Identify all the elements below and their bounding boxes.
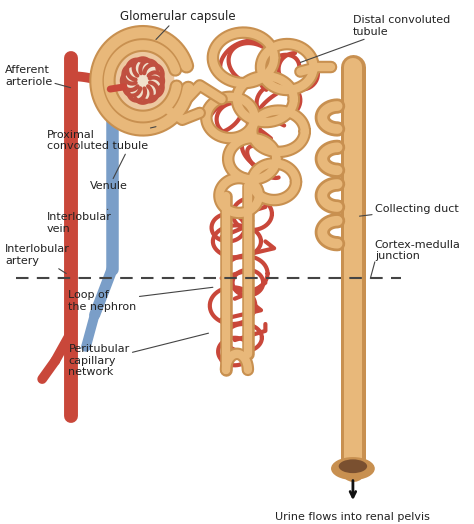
Text: Venule: Venule — [91, 154, 128, 191]
Ellipse shape — [331, 457, 375, 480]
Text: Interlobular
vein: Interlobular vein — [46, 209, 111, 234]
Text: Peritubular
capillary
network: Peritubular capillary network — [68, 333, 209, 377]
Ellipse shape — [339, 460, 367, 473]
Text: Distal convoluted
tubule: Distal convoluted tubule — [301, 15, 450, 62]
Text: Loop of
the nephron: Loop of the nephron — [68, 287, 213, 312]
Circle shape — [123, 60, 163, 102]
Text: Proximal
convoluted tubule: Proximal convoluted tubule — [46, 127, 156, 151]
Text: Afferent
arteriole: Afferent arteriole — [5, 66, 71, 88]
Text: Cortex-medulla
junction: Cortex-medulla junction — [375, 240, 461, 261]
Text: Interlobular
artery: Interlobular artery — [5, 244, 70, 274]
Text: Urine flows into renal pelvis: Urine flows into renal pelvis — [275, 512, 430, 522]
Text: Glomerular capsule: Glomerular capsule — [120, 10, 236, 39]
Text: Collecting duct: Collecting duct — [359, 204, 458, 216]
Circle shape — [111, 48, 174, 114]
